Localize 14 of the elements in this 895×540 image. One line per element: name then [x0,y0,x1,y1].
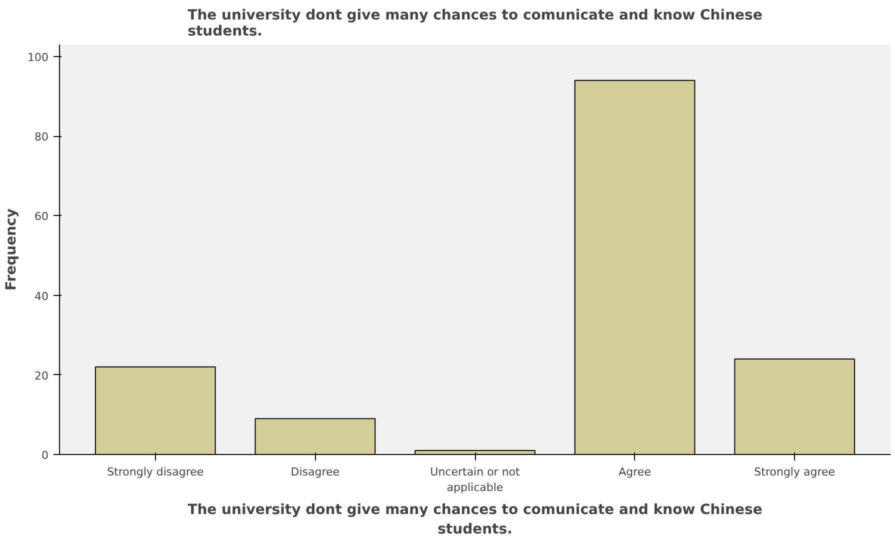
y-tick-label: 0 [42,449,48,462]
x-tick-label: Strongly agree [754,466,836,478]
x-tick-label: Disagree [290,466,340,478]
x-tick-label: Agree [618,466,652,478]
chart-title: The university dont give many chances to comunicate and know Chinese students. [188,8,762,40]
y-tick-label: 40 [34,290,49,303]
x-tick-label: Strongly disagree [107,466,204,478]
y-axis-title: Frequency [4,208,20,290]
y-tick-label: 100 [28,50,49,64]
y-tick-label: 60 [34,210,49,224]
y-tick-label: 20 [34,369,49,382]
x-axis-title: The university dont give many chances to comunicate and know Chinese students. [188,502,762,538]
x-tick-label: Uncertain or not applicable [430,466,521,494]
y-tick-label: 80 [34,130,49,144]
